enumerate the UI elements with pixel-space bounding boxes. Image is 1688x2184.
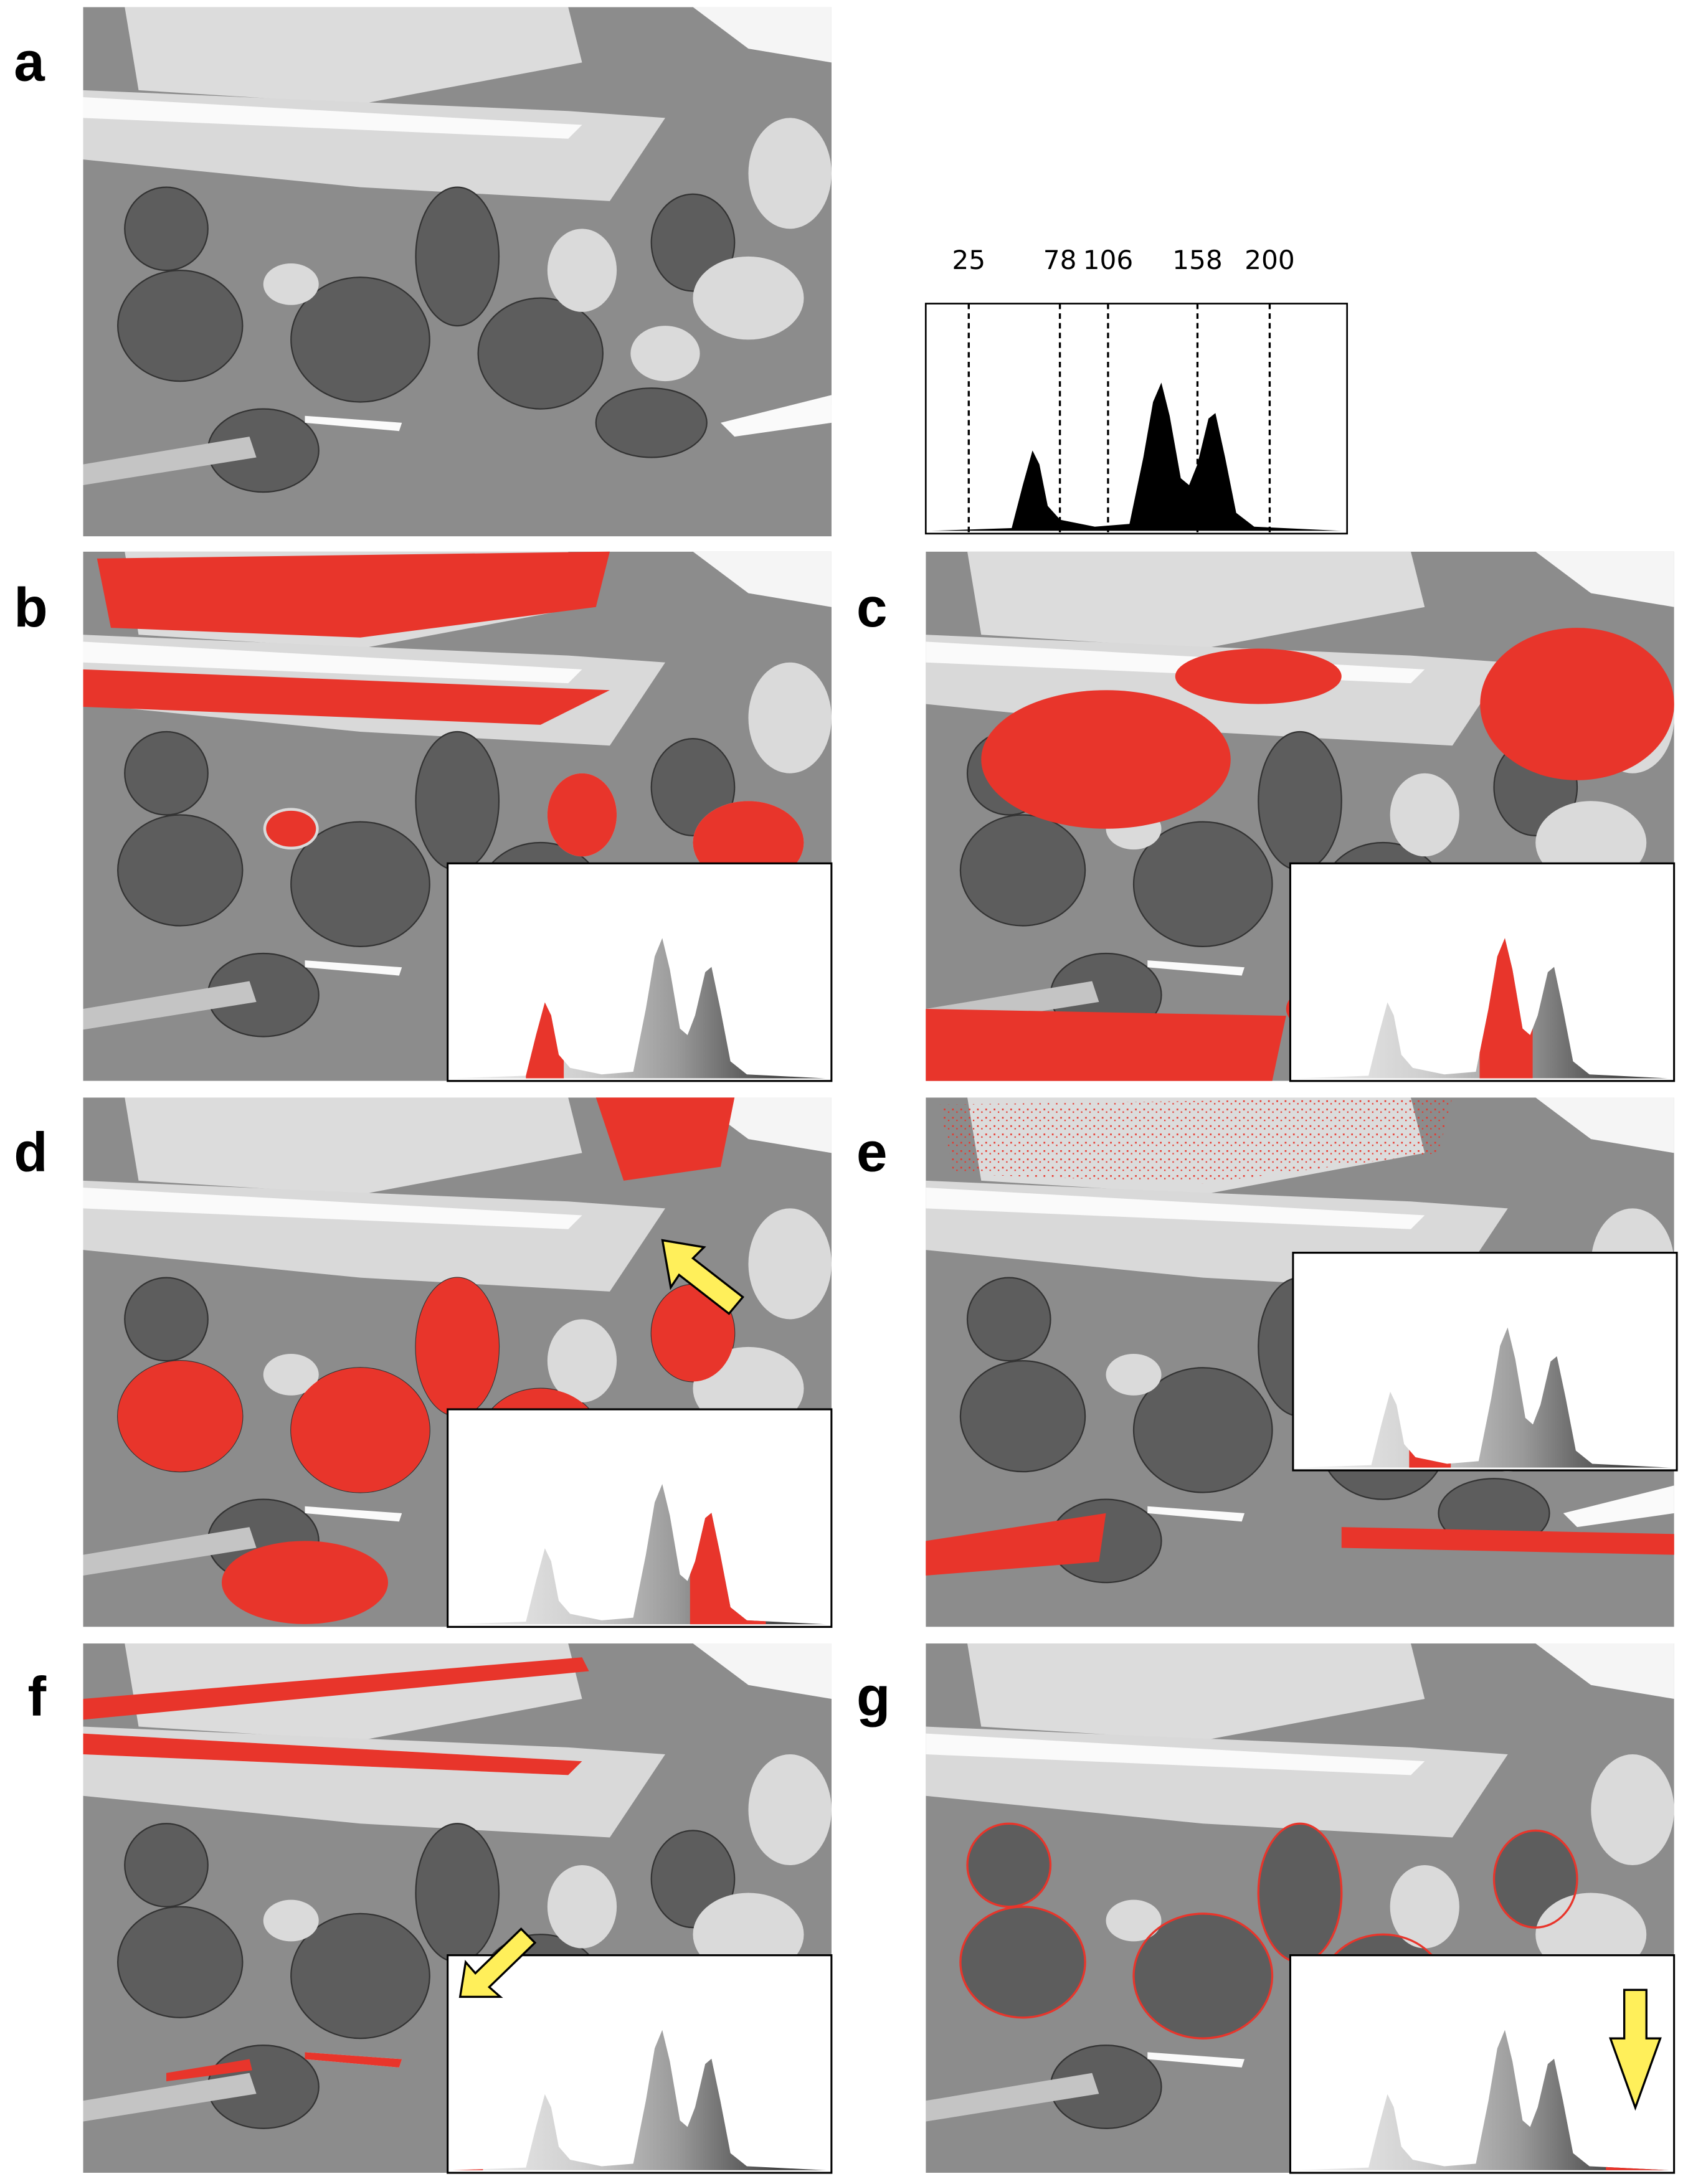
panel-label: d <box>14 1120 47 1183</box>
threshold-label: 25 <box>952 245 985 275</box>
threshold-ticks: 25 78 106 158 200 <box>952 245 1295 534</box>
panel-label: e <box>856 1120 888 1183</box>
panel-c <box>926 552 1674 1081</box>
threshold-label: 158 <box>1172 245 1223 275</box>
panel-d <box>83 1097 831 1627</box>
arrow <box>458 1927 537 1998</box>
panel-label: c <box>856 576 888 638</box>
arrow <box>661 1239 744 1315</box>
histogram: 25 78 106 158 200 <box>924 245 1348 535</box>
arrow <box>1609 1988 1662 2111</box>
panel-b <box>83 552 831 1081</box>
panel-label: a <box>14 30 45 92</box>
panel-e <box>926 1097 1677 1627</box>
segmented-phase <box>926 628 1674 1081</box>
segmented-phase <box>83 1657 589 2082</box>
panel-label: g <box>856 1665 890 1728</box>
micrograph <box>83 7 831 536</box>
panel-label: b <box>14 576 47 638</box>
threshold-label: 106 <box>1083 245 1134 275</box>
threshold-label: 200 <box>1245 245 1295 275</box>
panel-g <box>926 1643 1674 2173</box>
threshold-label: 78 <box>1043 245 1077 275</box>
panel-f <box>83 1643 831 2173</box>
panel-label: f <box>27 1665 46 1728</box>
segmented-phase <box>926 1097 1674 1576</box>
